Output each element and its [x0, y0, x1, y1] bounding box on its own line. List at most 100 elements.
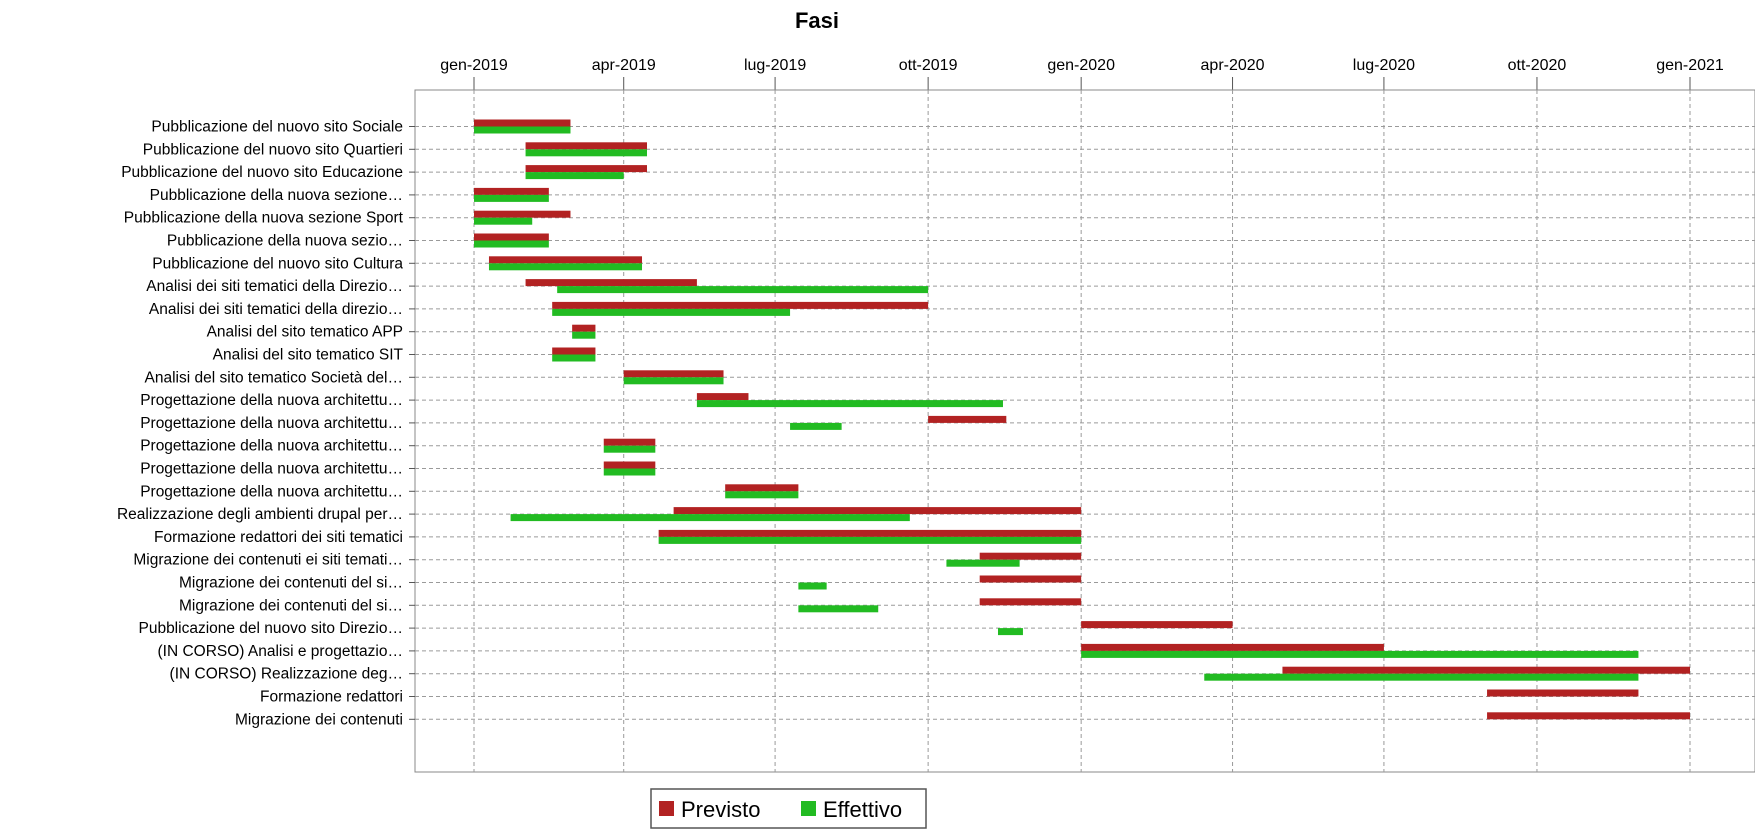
bar-effettivo — [997, 628, 1023, 636]
task-label: Pubblicazione del nuovo sito Quartieri — [143, 141, 403, 158]
x-tick-label: gen-2021 — [1656, 57, 1724, 74]
task-label: Pubblicazione del nuovo sito Educazione — [121, 164, 403, 181]
bar-previsto — [552, 301, 929, 309]
task-label: Formazione redattori dei siti tematici — [154, 529, 403, 546]
bar-effettivo — [525, 149, 648, 157]
bar-effettivo — [557, 286, 929, 294]
x-tick-label: gen-2019 — [440, 57, 508, 74]
bar-previsto — [474, 187, 549, 195]
bar-effettivo — [488, 263, 643, 271]
bar-previsto — [979, 552, 1082, 560]
task-label: Pubblicazione del nuovo sito Cultura — [152, 255, 403, 272]
bar-effettivo — [790, 422, 842, 430]
x-tick-label: apr-2019 — [592, 57, 656, 74]
bar-previsto — [603, 461, 656, 469]
bar-effettivo — [603, 445, 656, 453]
task-label: Progettazione della nuova architettu… — [140, 483, 403, 500]
task-label: Pubblicazione della nuova sezione… — [150, 187, 403, 204]
bar-previsto — [1487, 689, 1639, 697]
task-label: Progettazione della nuova architettu… — [140, 438, 403, 455]
bar-previsto — [1487, 712, 1690, 720]
vertical-gridlines — [473, 90, 1691, 772]
bar-previsto — [979, 598, 1082, 606]
task-labels: Pubblicazione del nuovo sito Sociale Pubb… — [117, 119, 415, 728]
bar-previsto — [1081, 621, 1233, 629]
task-label: Pubblicazione della nuova sezio… — [167, 233, 403, 250]
bar-effettivo — [552, 354, 596, 362]
bar-effettivo — [510, 514, 910, 522]
bar-effettivo — [603, 468, 656, 476]
x-tick-label: ott-2020 — [1508, 57, 1567, 74]
task-label: Migrazione dei contenuti ei siti temati… — [133, 552, 403, 569]
bar-effettivo — [798, 605, 879, 613]
bar-effettivo — [525, 172, 624, 180]
task-label: Formazione redattori — [260, 689, 403, 706]
bar-previsto — [979, 575, 1082, 583]
task-label: Migrazione dei contenuti del si… — [179, 597, 403, 614]
chart-title: Fasi — [795, 8, 839, 33]
bar-effettivo — [696, 400, 1003, 408]
bar-previsto — [603, 438, 656, 446]
bar-previsto — [474, 233, 549, 241]
task-bars — [474, 119, 1690, 720]
bar-previsto — [623, 370, 724, 378]
x-tick-label: lug-2019 — [744, 57, 806, 74]
task-label: Analisi del sito tematico Società del… — [145, 369, 403, 386]
bar-effettivo — [946, 559, 1020, 567]
bar-effettivo — [798, 582, 827, 590]
bar-previsto — [673, 507, 1082, 515]
bar-effettivo — [474, 240, 549, 248]
bar-previsto — [696, 393, 749, 401]
bar-effettivo — [1081, 650, 1639, 658]
bar-previsto — [525, 142, 648, 150]
task-label: Progettazione della nuova architettu… — [140, 415, 403, 432]
task-label: (IN CORSO) Analisi e progettazio… — [157, 643, 403, 660]
legend: Previsto Effettivo — [650, 788, 927, 829]
legend-swatch-previsto — [659, 801, 674, 816]
plot-area — [414, 89, 1755, 773]
legend-box — [650, 788, 927, 829]
bar-effettivo — [725, 491, 799, 499]
task-label: Analisi dei siti tematici della direzio… — [149, 301, 403, 318]
bar-effettivo — [572, 331, 596, 339]
bar-previsto — [488, 256, 643, 264]
bar-previsto — [1282, 666, 1690, 674]
legend-swatch-effettivo — [801, 801, 816, 816]
task-label: (IN CORSO) Realizzazione deg… — [170, 666, 403, 683]
bar-effettivo — [1204, 673, 1639, 681]
bar-previsto — [552, 347, 596, 355]
bar-previsto — [1081, 643, 1384, 651]
legend-label-previsto: Previsto — [681, 797, 760, 822]
bar-previsto — [474, 119, 571, 127]
bar-previsto — [658, 529, 1082, 537]
bar-effettivo — [658, 536, 1082, 544]
bar-previsto — [525, 165, 648, 173]
bar-previsto — [525, 279, 697, 287]
x-tick-label: lug-2020 — [1353, 57, 1415, 74]
bar-effettivo — [474, 194, 549, 202]
bar-previsto — [725, 484, 799, 492]
x-axis-ticks: gen-2019 apr-2019 lug-2019 ott-2019 gen-2020… — [440, 57, 1724, 90]
bar-effettivo — [552, 308, 791, 316]
task-label: Pubblicazione del nuovo sito Sociale — [151, 119, 403, 136]
task-label: Progettazione della nuova architettu… — [140, 392, 403, 409]
x-tick-label: gen-2020 — [1047, 57, 1115, 74]
legend-label-effettivo: Effettivo — [823, 797, 902, 822]
task-label: Pubblicazione del nuovo sito Direzio… — [138, 620, 403, 637]
bar-previsto — [572, 324, 596, 332]
task-label: Realizzazione degli ambienti drupal per… — [117, 506, 403, 523]
x-tick-label: ott-2019 — [899, 57, 958, 74]
task-label: Analisi del sito tematico APP — [207, 324, 403, 341]
bar-effettivo — [623, 377, 724, 385]
bar-previsto — [474, 210, 571, 218]
task-label: Analisi dei siti tematici della Direzio… — [146, 278, 403, 295]
task-label: Analisi del sito tematico SIT — [213, 347, 404, 364]
x-tick-label: apr-2020 — [1201, 57, 1265, 74]
task-label: Migrazione dei contenuti del si… — [179, 575, 403, 592]
bar-previsto — [928, 415, 1007, 423]
task-label: Migrazione dei contenuti — [235, 711, 403, 728]
bar-effettivo — [474, 217, 533, 225]
bar-effettivo — [474, 126, 571, 134]
task-label: Progettazione della nuova architettu… — [140, 461, 403, 478]
